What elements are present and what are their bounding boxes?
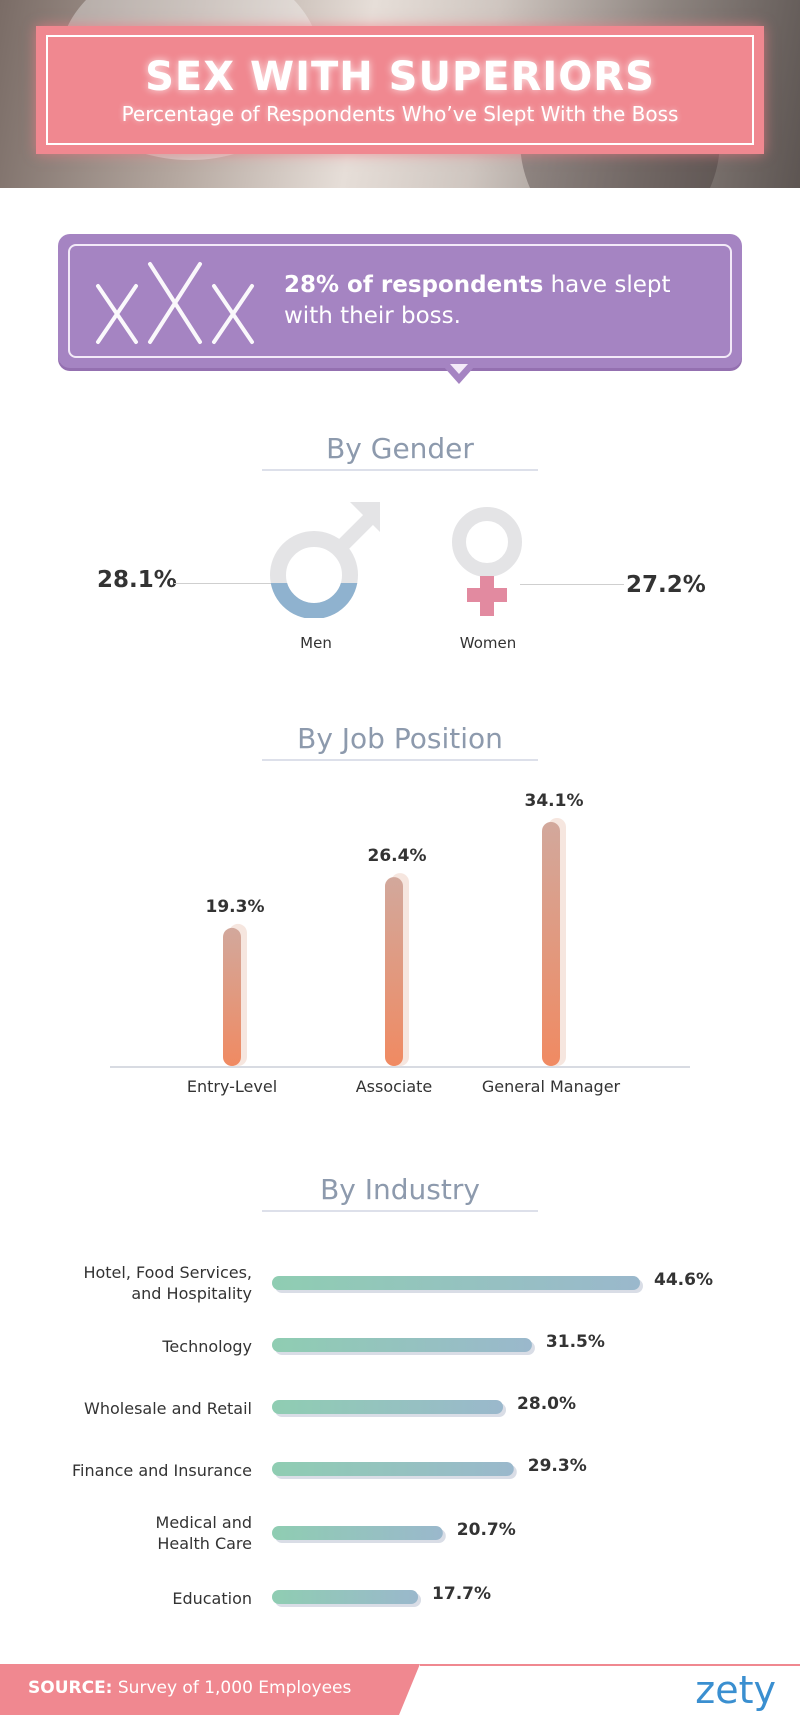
industry-value-label: 29.3% (527, 1456, 587, 1476)
page-subtitle: Percentage of Respondents Who’ve Slept W… (121, 102, 679, 126)
job-value-label: 34.1% (525, 791, 584, 811)
industry-category-line: Wholesale and Retail (84, 1399, 252, 1418)
industry-value-label: 20.7% (456, 1520, 516, 1540)
industry-category-line: Medical and (155, 1513, 252, 1532)
industry-bar (272, 1526, 443, 1540)
job-bar-shadow (391, 873, 409, 1066)
footer: SOURCE: Survey of 1,000 Employees zety (0, 1664, 800, 1715)
industry-heading-rule (262, 1210, 538, 1212)
source-label: SOURCE: (28, 1678, 113, 1698)
footer-rule (420, 1664, 800, 1666)
women-leader-line (520, 584, 624, 585)
industry-bar-shadow (275, 1403, 507, 1417)
job-heading-rule (262, 759, 538, 761)
men-value: 28.1% (97, 567, 177, 593)
title-banner-border (46, 35, 754, 145)
industry-bar-shadow (275, 1465, 517, 1479)
job-value-label: 19.3% (206, 897, 265, 917)
industry-category-label: Medical and Health Care (12, 1512, 252, 1554)
title-banner: SEX WITH SUPERIORS Percentage of Respond… (36, 26, 764, 154)
source-description: Survey of 1,000 Employees (112, 1678, 352, 1698)
page-title: SEX WITH SUPERIORS (145, 54, 655, 100)
industry-value-label: 44.6% (654, 1270, 713, 1290)
industry-category-line: Education (172, 1589, 252, 1608)
women-value: 27.2% (626, 572, 706, 598)
industry-category-line: Technology (162, 1337, 252, 1356)
industry-category-label: Technology (12, 1336, 252, 1357)
women-label: Women (459, 634, 517, 652)
industry-bar-shadow (275, 1341, 535, 1355)
source-banner (0, 1664, 420, 1715)
callout-tail-inner (450, 364, 468, 374)
job-bar-shadow (229, 923, 247, 1066)
industry-category-line: Hotel, Food Services, (83, 1263, 252, 1282)
job-category-label: Associate (355, 1077, 433, 1096)
job-bar-shadow (548, 818, 566, 1066)
industry-bar (272, 1338, 532, 1352)
men-leader-line (174, 583, 274, 584)
zety-logo[interactable]: zety (695, 1668, 776, 1712)
industry-value-label: 28.0% (517, 1394, 577, 1414)
job-bar (542, 822, 560, 1066)
industry-bar (272, 1400, 504, 1414)
gender-heading: By Gender (326, 432, 474, 465)
industry-bar-shadow (275, 1593, 422, 1607)
job-value-label: 26.4% (368, 846, 427, 866)
industry-bar (272, 1276, 640, 1290)
male-symbol-icon (270, 502, 380, 618)
industry-bar (272, 1590, 419, 1604)
men-label: Men (300, 634, 332, 652)
industry-category-line: Health Care (157, 1534, 252, 1553)
job-bar (385, 877, 403, 1066)
industry-category-label: Finance and Insurance (12, 1460, 252, 1481)
industry-value-label: 31.5% (545, 1332, 605, 1352)
callout-border (68, 244, 732, 358)
industry-bar (272, 1462, 514, 1476)
gender-heading-rule (262, 469, 538, 471)
source-text: SOURCE: Survey of 1,000 Employees (28, 1678, 351, 1698)
job-category-label: General Manager (481, 1077, 621, 1096)
industry-bar-shadow (275, 1279, 643, 1293)
callout-bold: 28% of respondents (284, 272, 544, 298)
key-stat-callout: 28% of respondents have slept with their… (58, 234, 742, 384)
industry-bar-shadow (275, 1529, 446, 1543)
callout-text: 28% of respondents have slept with their… (284, 270, 724, 332)
industry-category-line: and Hospitality (131, 1284, 252, 1303)
industry-category-label: Hotel, Food Services, and Hospitality (12, 1262, 252, 1304)
job-bar (223, 927, 241, 1066)
industry-category-label: Wholesale and Retail (12, 1398, 252, 1419)
industry-value-label: 17.7% (432, 1584, 492, 1604)
xxx-icon (96, 262, 254, 344)
industry-heading: By Industry (320, 1173, 480, 1206)
callout-rest: have slept with their boss. (284, 272, 671, 329)
industry-category-label: Education (12, 1588, 252, 1609)
job-category-label: Entry-Level (186, 1077, 278, 1096)
industry-category-line: Finance and Insurance (72, 1461, 252, 1480)
female-symbol-icon (452, 507, 522, 616)
job-heading: By Job Position (297, 722, 503, 755)
